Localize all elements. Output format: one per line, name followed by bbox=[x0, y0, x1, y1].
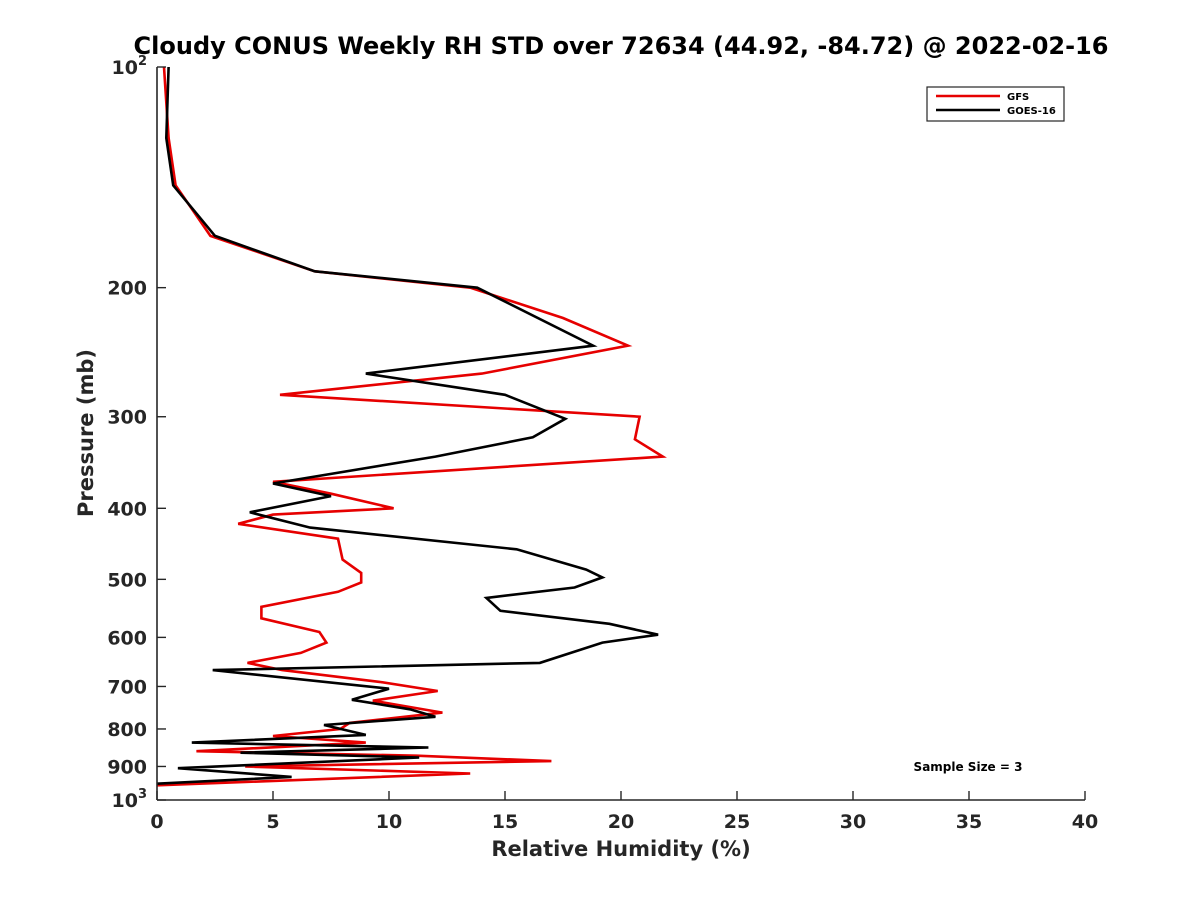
chart-title: Cloudy CONUS Weekly RH STD over 72634 (4… bbox=[134, 32, 1109, 60]
x-tick-label: 20 bbox=[608, 811, 634, 833]
series-line-goes16 bbox=[156, 66, 659, 785]
x-tick-label: 5 bbox=[266, 811, 279, 833]
x-tick-label: 35 bbox=[956, 811, 982, 833]
sample-size-annotation: Sample Size = 3 bbox=[914, 760, 1023, 774]
y-tick-label: 300 bbox=[107, 407, 147, 429]
legend-box bbox=[926, 86, 1065, 122]
legend-label-gfs: GFS bbox=[1007, 92, 1029, 103]
legend-label-goes16: GOES-16 bbox=[1007, 106, 1056, 117]
x-tick-label: 25 bbox=[724, 811, 750, 833]
x-tick-label: 30 bbox=[840, 811, 866, 833]
x-tick-label: 15 bbox=[492, 811, 518, 833]
y-tick-label: 700 bbox=[107, 676, 147, 698]
y-tick-label: 600 bbox=[107, 627, 147, 649]
y-tick-label: 102 bbox=[112, 54, 148, 79]
y-tick-label: 500 bbox=[107, 569, 147, 591]
series-layer bbox=[156, 66, 667, 787]
series-line-gfs bbox=[156, 66, 667, 787]
ticks-layer: 0 5 10 15 20 25 30 35 40 102 200 300 400 500 600 700 800… bbox=[107, 54, 1098, 833]
y-tick-label: 400 bbox=[107, 498, 147, 520]
y-axis-label: Pressure (mb) bbox=[74, 349, 98, 517]
x-axis-label: Relative Humidity (%) bbox=[491, 837, 750, 861]
y-tick-label: 200 bbox=[107, 278, 147, 300]
x-tick-label: 10 bbox=[376, 811, 402, 833]
x-tick-label: 40 bbox=[1072, 811, 1098, 833]
legend: GFS GOES-16 bbox=[926, 86, 1065, 122]
y-tick-label: 800 bbox=[107, 719, 147, 741]
y-tick-label: 900 bbox=[107, 756, 147, 778]
x-tick-label: 0 bbox=[150, 811, 163, 833]
y-tick-label: 103 bbox=[112, 787, 148, 812]
